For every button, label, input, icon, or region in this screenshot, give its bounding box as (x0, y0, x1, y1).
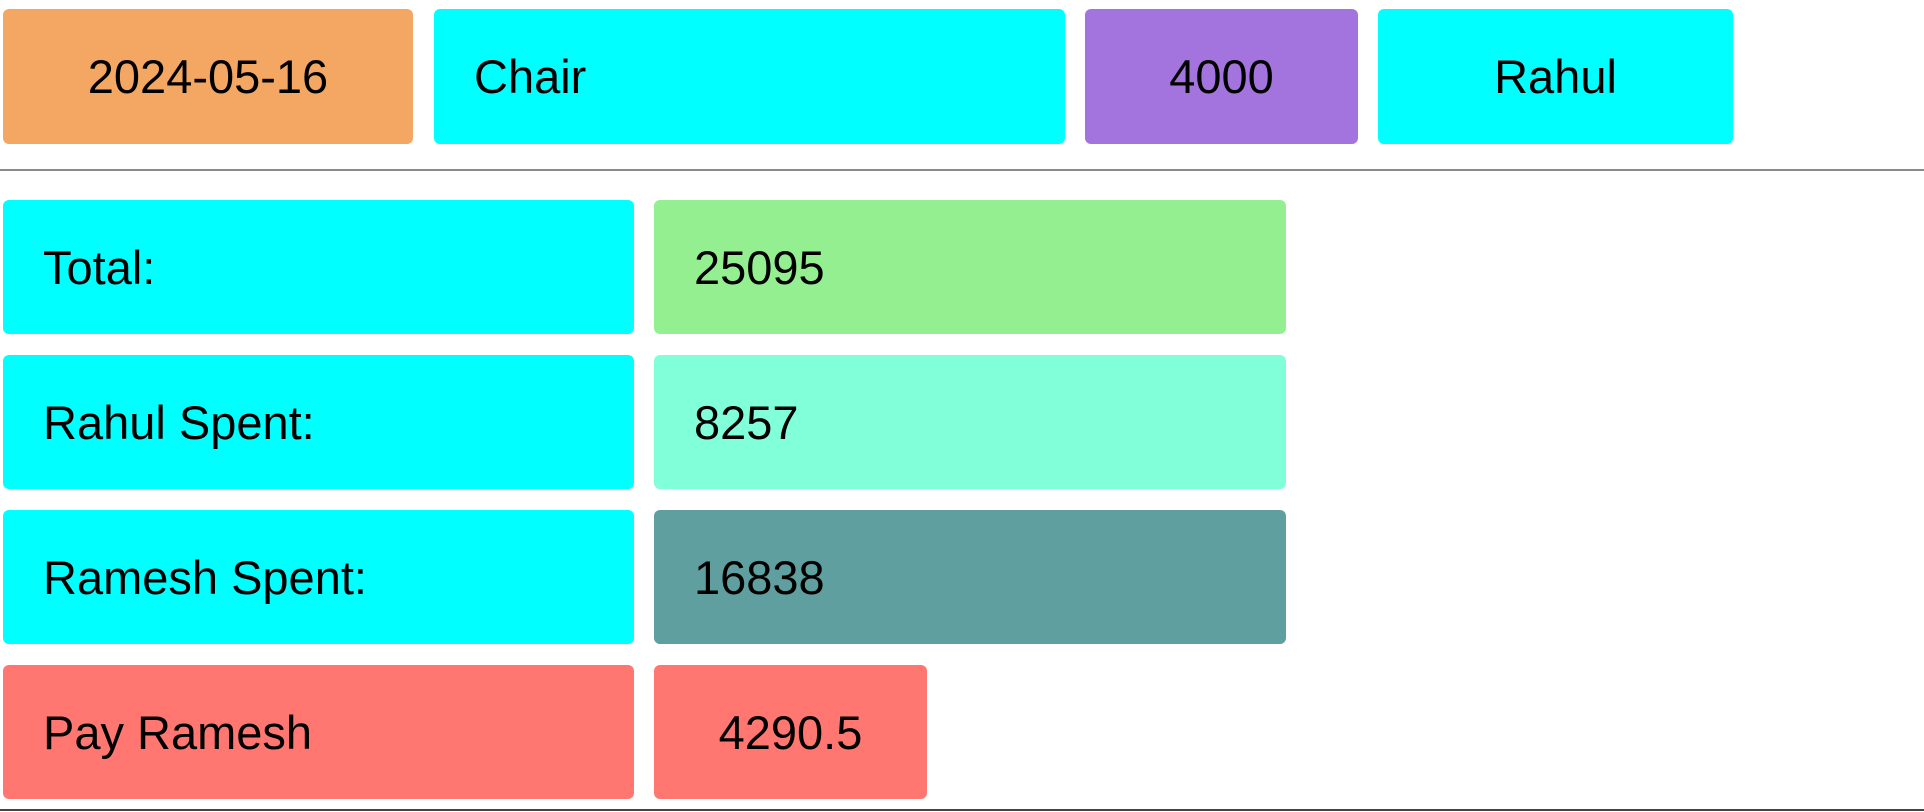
rahul-spent-label-cell: Rahul Spent: (3, 355, 634, 489)
ramesh-spent-value-cell: 16838 (654, 510, 1286, 644)
total-value: 25095 (694, 240, 825, 294)
total-value-cell: 25095 (654, 200, 1286, 334)
rahul-spent-value: 8257 (694, 395, 799, 449)
pay-amount-value: 4290.5 (718, 705, 863, 759)
ramesh-spent-value: 16838 (694, 550, 825, 604)
section-divider (0, 169, 1924, 171)
pay-ramesh-label: Pay Ramesh (43, 705, 313, 759)
ramesh-spent-label: Ramesh Spent: (43, 550, 367, 604)
pay-amount-cell: 4290.5 (654, 665, 927, 799)
entry-amount-field[interactable]: 4000 (1085, 9, 1358, 144)
rahul-spent-value-cell: 8257 (654, 355, 1286, 489)
entry-item-value: Chair (474, 50, 587, 103)
entry-item-field[interactable]: Chair (434, 9, 1065, 144)
total-label: Total: (43, 240, 156, 294)
entry-person-field[interactable]: Rahul (1378, 9, 1733, 144)
entry-date-field[interactable]: 2024-05-16 (3, 9, 413, 144)
rahul-spent-label: Rahul Spent: (43, 395, 315, 449)
bottom-divider (0, 809, 1924, 811)
entry-person-value: Rahul (1494, 50, 1617, 103)
pay-ramesh-button[interactable]: Pay Ramesh (3, 665, 634, 799)
entry-date-value: 2024-05-16 (87, 50, 329, 103)
entry-amount-value: 4000 (1169, 50, 1274, 103)
total-label-cell: Total: (3, 200, 634, 334)
ramesh-spent-label-cell: Ramesh Spent: (3, 510, 634, 644)
